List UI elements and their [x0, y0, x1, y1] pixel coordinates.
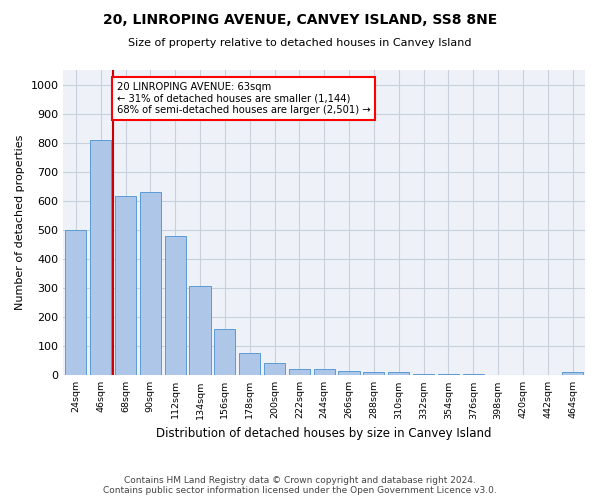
Bar [289, 369, 310, 376]
Bar [214, 329, 235, 376]
Bar [537, 374, 558, 376]
Text: Contains HM Land Registry data © Crown copyright and database right 2024.
Contai: Contains HM Land Registry data © Crown c… [103, 476, 497, 495]
Text: 20 LINROPING AVENUE: 63sqm
← 31% of detached houses are smaller (1,144)
68% of s: 20 LINROPING AVENUE: 63sqm ← 31% of deta… [117, 82, 370, 115]
Bar [65, 230, 86, 376]
Y-axis label: Number of detached properties: Number of detached properties [15, 135, 25, 310]
Bar [364, 372, 385, 376]
Bar [562, 372, 583, 376]
Bar [463, 374, 484, 376]
X-axis label: Distribution of detached houses by size in Canvey Island: Distribution of detached houses by size … [157, 427, 492, 440]
Bar [190, 286, 211, 376]
Bar [438, 374, 459, 376]
Bar [239, 352, 260, 376]
Bar [90, 140, 111, 376]
Bar [264, 363, 285, 376]
Bar [388, 372, 409, 376]
Bar [338, 371, 359, 376]
Bar [115, 196, 136, 376]
Text: 20, LINROPING AVENUE, CANVEY ISLAND, SS8 8NE: 20, LINROPING AVENUE, CANVEY ISLAND, SS8… [103, 12, 497, 26]
Bar [140, 192, 161, 376]
Bar [413, 374, 434, 376]
Bar [512, 374, 533, 376]
Bar [314, 369, 335, 376]
Bar [488, 374, 509, 376]
Bar [164, 236, 186, 376]
Text: Size of property relative to detached houses in Canvey Island: Size of property relative to detached ho… [128, 38, 472, 48]
